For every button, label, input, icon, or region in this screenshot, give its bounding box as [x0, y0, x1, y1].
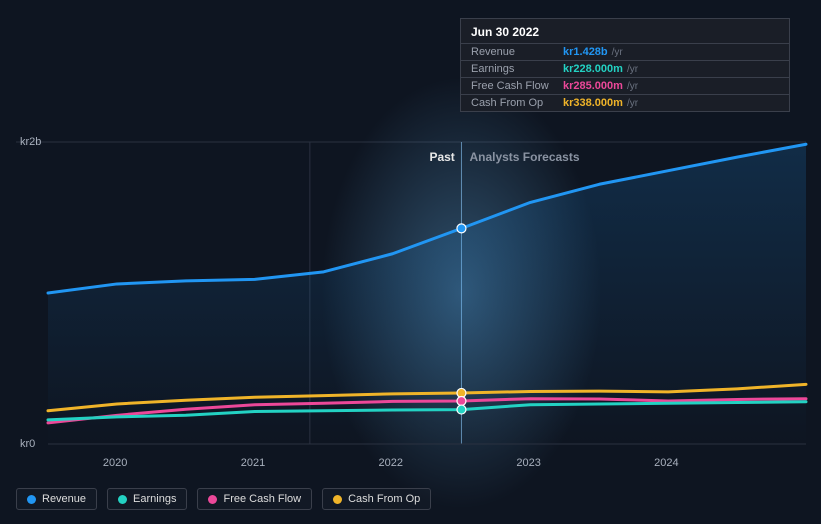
tooltip-row-label: Cash From Op	[471, 97, 563, 109]
legend-dot-icon	[208, 495, 217, 504]
tooltip-row-value: kr228.000m	[563, 63, 623, 75]
legend-label: Free Cash Flow	[223, 493, 301, 505]
tooltip-date: Jun 30 2022	[461, 19, 789, 43]
forecast-label: Analysts Forecasts	[469, 150, 579, 164]
tooltip-row-unit: /yr	[627, 64, 638, 75]
legend: Revenue Earnings Free Cash Flow Cash From O…	[16, 488, 431, 510]
legend-item[interactable]: Free Cash Flow	[197, 488, 312, 510]
tooltip-row-value: kr338.000m	[563, 97, 623, 109]
hover-tooltip: Jun 30 2022 Revenuekr1.428b/yrEarningskr…	[460, 18, 790, 112]
y-tick-label-top: kr2b	[20, 136, 41, 148]
legend-item[interactable]: Cash From Op	[322, 488, 431, 510]
financial-forecast-chart: kr2b kr0 2020 2021 2022 2023 2024 Past Analy…	[0, 0, 821, 524]
tooltip-row-label: Revenue	[471, 46, 563, 58]
legend-item[interactable]: Revenue	[16, 488, 97, 510]
x-tick-label: 2021	[241, 457, 265, 469]
tooltip-row: Earningskr228.000m/yr	[461, 60, 789, 77]
past-label: Past	[429, 150, 454, 164]
tooltip-row-value: kr285.000m	[563, 80, 623, 92]
legend-dot-icon	[27, 495, 36, 504]
tooltip-row: Revenuekr1.428b/yr	[461, 43, 789, 60]
x-tick-label: 2024	[654, 457, 678, 469]
tooltip-row: Cash From Opkr338.000m/yr	[461, 94, 789, 111]
tooltip-row: Free Cash Flowkr285.000m/yr	[461, 77, 789, 94]
legend-item[interactable]: Earnings	[107, 488, 187, 510]
tooltip-row-unit: /yr	[627, 98, 638, 109]
x-tick-label: 2022	[379, 457, 403, 469]
x-tick-label: 2023	[516, 457, 540, 469]
tooltip-row-unit: /yr	[627, 81, 638, 92]
legend-label: Cash From Op	[348, 493, 420, 505]
x-tick-label: 2020	[103, 457, 127, 469]
legend-dot-icon	[118, 495, 127, 504]
legend-dot-icon	[333, 495, 342, 504]
tooltip-row-value: kr1.428b	[563, 46, 608, 58]
tooltip-row-unit: /yr	[612, 47, 623, 58]
tooltip-row-label: Free Cash Flow	[471, 80, 563, 92]
y-tick-label-bottom: kr0	[20, 438, 35, 450]
legend-label: Revenue	[42, 493, 86, 505]
legend-label: Earnings	[133, 493, 176, 505]
tooltip-row-label: Earnings	[471, 63, 563, 75]
